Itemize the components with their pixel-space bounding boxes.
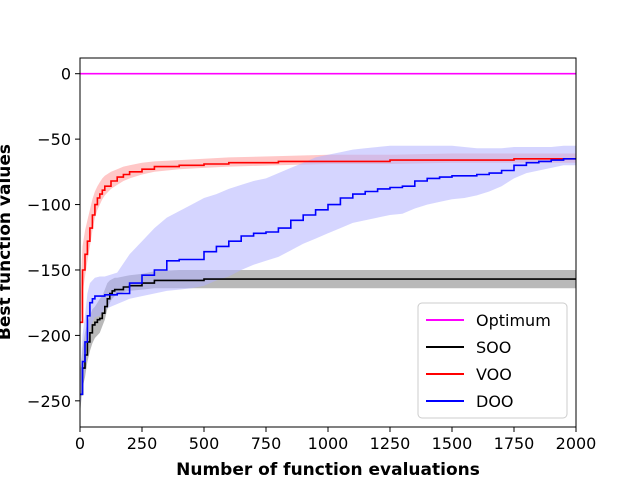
y-tick-label: −100 [27, 196, 71, 215]
x-tick-label: 500 [189, 434, 220, 453]
y-tick-label: −150 [27, 261, 71, 280]
series-line-soo [80, 278, 576, 396]
x-axis-label: Number of function evaluations [176, 460, 480, 480]
x-tick-label: 250 [127, 434, 158, 453]
y-tick-label: −200 [27, 326, 71, 345]
x-tick-label: 2000 [556, 434, 597, 453]
x-tick-label: 1500 [432, 434, 473, 453]
x-axis-ticks: 0 250 500 750 1000 1250 1500 1750 2000 [75, 427, 596, 453]
legend-label-soo: SOO [476, 338, 511, 357]
legend-label-voo: VOO [476, 365, 512, 384]
x-tick-label: 1000 [308, 434, 349, 453]
x-tick-label: 1250 [370, 434, 411, 453]
y-axis-ticks: 0 −50 −100 −150 −200 −250 [27, 65, 80, 411]
series-line-voo [80, 158, 576, 324]
legend-label-doo: DOO [476, 392, 514, 411]
band-doo [80, 145, 576, 408]
y-axis-label: Best function values [0, 144, 15, 340]
series-lines [80, 72, 576, 396]
legend-label-optimum: Optimum [476, 311, 551, 330]
legend: Optimum SOO VOO DOO [417, 302, 568, 419]
y-tick-label: −50 [37, 130, 71, 149]
y-tick-label: −250 [27, 392, 71, 411]
legend-box [417, 302, 568, 419]
x-tick-label: 1750 [494, 434, 535, 453]
x-tick-label: 750 [251, 434, 282, 453]
series-line-doo [80, 158, 576, 396]
y-tick-label: 0 [61, 65, 71, 84]
x-tick-label: 0 [75, 434, 85, 453]
